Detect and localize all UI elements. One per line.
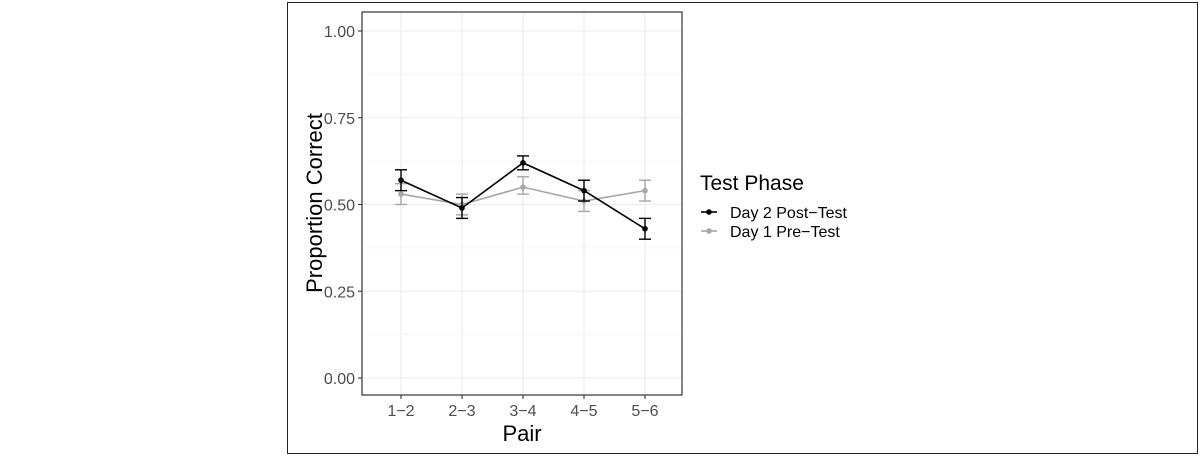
data-point (581, 187, 587, 194)
y-tick-label: 1.00 (324, 24, 355, 41)
legend: Test Phase Day 2 Post−Test Day 1 Pre−Test (700, 172, 848, 241)
x-tick-label: 4−5 (570, 403, 597, 420)
data-point (398, 191, 404, 197)
plot-panel-border (361, 11, 683, 396)
legend-key-point (706, 228, 712, 234)
x-tick-label: 3−4 (509, 403, 536, 420)
figure-frame (287, 2, 1198, 454)
series-0 (395, 155, 651, 240)
data-point (642, 187, 648, 194)
y-tick-label: 0.25 (324, 284, 355, 301)
data-point (642, 225, 648, 232)
data-point (520, 184, 526, 190)
legend-label: Day 2 Post−Test (730, 205, 848, 222)
y-tick-label: 0.75 (324, 111, 355, 128)
x-tick-label: 2−3 (448, 403, 475, 420)
data-point (459, 205, 465, 211)
x-tick-label: 1−2 (387, 403, 414, 420)
legend-item: Day 1 Pre−Test (701, 224, 840, 241)
y-tick-label: 0.00 (324, 371, 355, 388)
legend-label: Day 1 Pre−Test (730, 224, 840, 241)
x-axis-title: Pair (502, 421, 541, 446)
legend-key-point (706, 209, 712, 215)
legend-title: Test Phase (700, 172, 804, 195)
data-point (398, 177, 404, 184)
y-tick-label: 0.50 (324, 198, 355, 215)
legend-item: Day 2 Post−Test (701, 205, 848, 222)
x-tick-label: 5−6 (631, 403, 658, 420)
y-axis-title: Proportion Correct (302, 113, 327, 293)
data-point (520, 160, 526, 166)
